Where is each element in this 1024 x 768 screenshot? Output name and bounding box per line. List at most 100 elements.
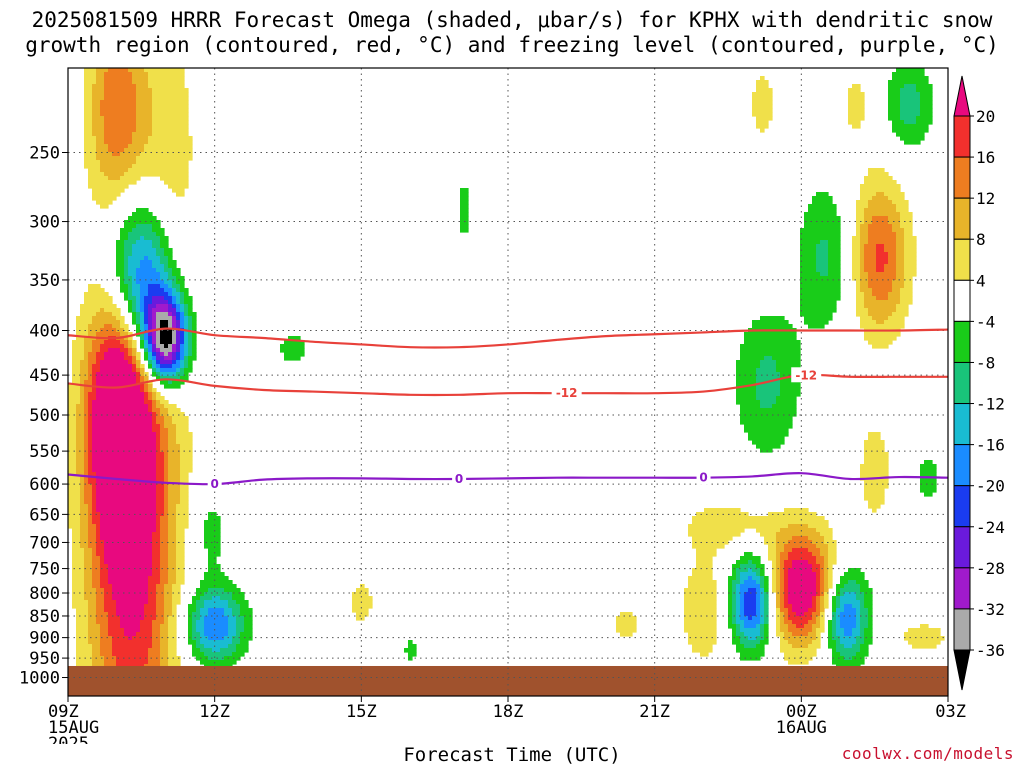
omega-cell <box>168 324 173 329</box>
omega-cell <box>868 284 893 289</box>
contour-label-bg <box>791 367 822 383</box>
omega-cell <box>68 420 77 425</box>
omega-cell <box>92 116 105 121</box>
omega-cell <box>828 240 841 245</box>
omega-cell <box>104 596 113 601</box>
omega-cell <box>84 76 97 81</box>
omega-cell <box>740 572 757 577</box>
omega-cell <box>116 244 125 249</box>
omega-cell <box>460 212 469 217</box>
omega-cell <box>172 604 177 609</box>
omega-cell <box>104 140 133 145</box>
omega-cell <box>184 372 189 377</box>
omega-cell <box>228 628 237 633</box>
omega-cell <box>104 560 153 565</box>
omega-cell <box>896 276 905 281</box>
omega-cell <box>96 312 113 317</box>
omega-cell <box>776 604 781 609</box>
omega-cell <box>788 588 817 593</box>
omega-cell <box>900 136 925 141</box>
omega-cell <box>688 580 717 585</box>
omega-cell <box>140 320 145 325</box>
omega-cell <box>808 632 817 637</box>
omega-cell <box>92 84 105 89</box>
omega-cell <box>792 620 809 625</box>
omega-cell <box>156 420 165 425</box>
omega-cell <box>156 324 161 329</box>
omega-cell <box>132 292 141 297</box>
omega-cell <box>84 140 97 145</box>
omega-cell <box>92 460 157 465</box>
omega-cell <box>168 508 177 513</box>
omega-cell <box>780 564 785 569</box>
omega-cell <box>132 244 153 249</box>
omega-cell <box>180 344 185 349</box>
omega-cell <box>836 584 845 589</box>
omega-cell <box>780 384 801 389</box>
omega-cell <box>184 304 189 309</box>
omega-cell <box>128 284 133 289</box>
omega-cell <box>116 660 149 665</box>
omega-cell <box>84 128 93 133</box>
omega-cell <box>168 276 177 281</box>
omega-cell <box>168 624 177 629</box>
omega-cell <box>788 600 813 605</box>
omega-cell <box>168 344 173 349</box>
omega-cell <box>228 604 241 609</box>
omega-cell <box>732 636 741 641</box>
omega-cell <box>188 640 197 645</box>
omega-cell <box>856 228 861 233</box>
omega-cell <box>864 216 873 221</box>
omega-cell <box>136 100 153 105</box>
omega-cell <box>84 596 97 601</box>
omega-cell <box>828 628 833 633</box>
omega-cell <box>240 632 253 637</box>
omega-cell <box>816 576 821 581</box>
omega-cell <box>84 444 89 449</box>
omega-cell <box>800 240 821 245</box>
omega-cell <box>148 360 153 365</box>
omega-cell <box>88 636 101 641</box>
omega-cell <box>84 468 89 473</box>
omega-cell <box>112 152 121 157</box>
omega-cell <box>920 108 933 113</box>
omega-cell <box>760 592 765 597</box>
omega-cell <box>88 364 93 369</box>
omega-cell <box>888 252 897 257</box>
omega-cell <box>100 520 157 525</box>
omega-cell <box>772 576 777 581</box>
omega-cell <box>900 292 913 297</box>
omega-cell <box>160 352 165 357</box>
colorbar-box <box>953 238 971 281</box>
omega-cell <box>876 248 885 253</box>
omega-cell <box>784 604 793 609</box>
omega-cell <box>864 496 885 501</box>
omega-cell <box>188 320 193 325</box>
omega-cell <box>696 512 749 517</box>
x-tick-label: 00Z <box>786 702 817 722</box>
omega-cell <box>104 544 153 549</box>
omega-cell <box>132 348 137 353</box>
omega-cell <box>860 464 889 469</box>
omega-cell <box>740 408 797 413</box>
omega-cell <box>200 616 205 621</box>
omega-cell <box>692 572 713 577</box>
omega-cell <box>72 340 85 345</box>
omega-cell <box>148 288 165 293</box>
omega-cell <box>124 632 137 637</box>
omega-cell <box>104 660 117 665</box>
omega-cell <box>764 600 769 605</box>
omega-cell <box>88 612 97 617</box>
omega-cell <box>100 364 133 369</box>
omega-cell <box>160 572 169 577</box>
omega-cell <box>844 644 853 649</box>
omega-cell <box>188 344 193 349</box>
contour-label: -12 <box>795 368 817 382</box>
omega-cell <box>836 588 841 593</box>
omega-cell <box>204 644 229 649</box>
omega-cell <box>844 628 853 633</box>
omega-cell <box>108 176 121 181</box>
omega-cell <box>136 312 141 317</box>
omega-cell <box>172 284 181 289</box>
omega-cell <box>788 552 813 557</box>
